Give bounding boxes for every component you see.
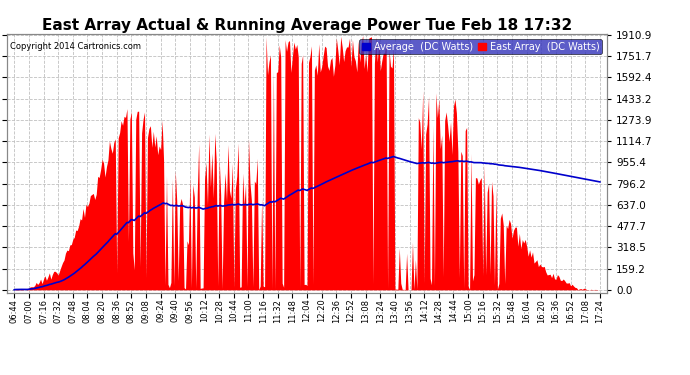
Legend: Average  (DC Watts), East Array  (DC Watts): Average (DC Watts), East Array (DC Watts… [359,39,602,54]
Text: Copyright 2014 Cartronics.com: Copyright 2014 Cartronics.com [10,42,141,51]
Title: East Array Actual & Running Average Power Tue Feb 18 17:32: East Array Actual & Running Average Powe… [42,18,572,33]
